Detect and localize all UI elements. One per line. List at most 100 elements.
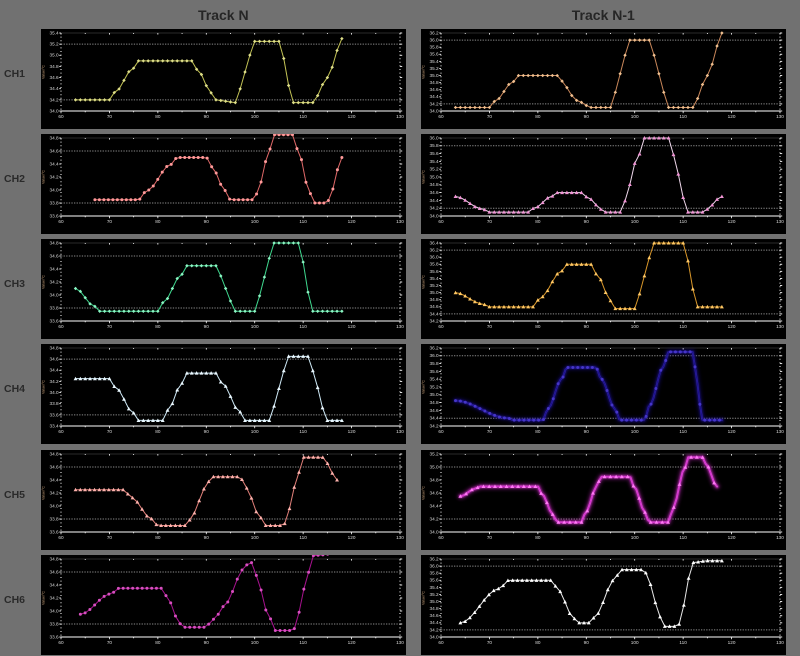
svg-text:34.2: 34.2	[429, 101, 439, 106]
svg-text:90: 90	[203, 114, 209, 119]
svg-text:36.0: 36.0	[429, 135, 439, 140]
svg-text:80: 80	[155, 640, 161, 645]
svg-text:36.0: 36.0	[429, 37, 439, 42]
svg-text:34.0: 34.0	[49, 390, 59, 395]
svg-text:34.4: 34.4	[429, 311, 439, 316]
svg-text:80: 80	[155, 324, 161, 329]
svg-text:33.8: 33.8	[49, 305, 59, 310]
svg-text:90: 90	[203, 640, 209, 645]
svg-text:34.4: 34.4	[429, 620, 439, 625]
svg-text:33.6: 33.6	[49, 634, 59, 639]
svg-text:34.6: 34.6	[429, 613, 439, 618]
svg-text:90: 90	[583, 535, 589, 540]
svg-text:35.4: 35.4	[429, 377, 439, 382]
svg-text:35.6: 35.6	[429, 151, 439, 156]
svg-text:35.6: 35.6	[429, 269, 439, 274]
svg-text:34.8: 34.8	[429, 400, 439, 405]
svg-text:34.0: 34.0	[429, 634, 439, 639]
svg-text:34.6: 34.6	[49, 74, 59, 79]
svg-text:34.2: 34.2	[49, 595, 59, 600]
svg-text:70: 70	[107, 640, 113, 645]
svg-text:70: 70	[107, 219, 113, 224]
svg-text:34.6: 34.6	[429, 490, 439, 495]
svg-text:110: 110	[299, 535, 307, 540]
svg-text:100: 100	[251, 324, 259, 329]
svg-text:33.6: 33.6	[49, 318, 59, 323]
svg-text:34.4: 34.4	[429, 416, 439, 421]
svg-text:35.2: 35.2	[49, 41, 59, 46]
svg-text:34.4: 34.4	[49, 477, 59, 482]
svg-text:34.2: 34.2	[429, 424, 439, 429]
svg-text:35.4: 35.4	[429, 159, 439, 164]
svg-text:36.2: 36.2	[429, 248, 439, 253]
svg-text:Value/°C: Value/°C	[421, 485, 425, 499]
svg-text:34.4: 34.4	[49, 86, 59, 91]
svg-text:120: 120	[727, 219, 735, 224]
svg-text:35.4: 35.4	[429, 585, 439, 590]
svg-text:70: 70	[487, 114, 493, 119]
svg-text:34.0: 34.0	[49, 292, 59, 297]
svg-text:36.2: 36.2	[429, 30, 439, 35]
svg-text:34.8: 34.8	[429, 606, 439, 611]
svg-text:35.6: 35.6	[429, 578, 439, 583]
svg-text:35.8: 35.8	[429, 262, 439, 267]
svg-text:35.0: 35.0	[429, 174, 439, 179]
svg-text:34.2: 34.2	[49, 97, 59, 102]
svg-text:70: 70	[487, 640, 493, 645]
svg-text:36.4: 36.4	[429, 240, 439, 245]
svg-text:100: 100	[251, 219, 259, 224]
svg-text:35.2: 35.2	[429, 592, 439, 597]
svg-text:35.0: 35.0	[429, 393, 439, 398]
svg-text:70: 70	[487, 430, 493, 435]
svg-text:110: 110	[679, 640, 687, 645]
svg-text:110: 110	[299, 640, 307, 645]
svg-text:34.6: 34.6	[49, 569, 59, 574]
svg-text:35.8: 35.8	[429, 361, 439, 366]
svg-text:34.4: 34.4	[49, 161, 59, 166]
svg-text:35.8: 35.8	[429, 143, 439, 148]
svg-text:120: 120	[727, 640, 735, 645]
svg-text:34.0: 34.0	[49, 503, 59, 508]
svg-text:36.0: 36.0	[429, 354, 439, 359]
svg-text:80: 80	[535, 535, 541, 540]
svg-text:33.6: 33.6	[49, 529, 59, 534]
svg-text:33.4: 33.4	[49, 424, 59, 429]
svg-text:130: 130	[776, 535, 784, 540]
svg-text:80: 80	[155, 430, 161, 435]
svg-text:130: 130	[776, 324, 784, 329]
svg-text:35.8: 35.8	[429, 44, 439, 49]
svg-text:34.0: 34.0	[49, 108, 59, 113]
svg-text:34.2: 34.2	[429, 627, 439, 632]
svg-text:90: 90	[583, 324, 589, 329]
svg-text:35.0: 35.0	[429, 290, 439, 295]
svg-text:120: 120	[347, 114, 355, 119]
svg-text:80: 80	[535, 640, 541, 645]
svg-text:120: 120	[347, 430, 355, 435]
svg-text:120: 120	[347, 640, 355, 645]
svg-text:90: 90	[583, 114, 589, 119]
svg-text:36.0: 36.0	[429, 563, 439, 568]
svg-text:Value/°C: Value/°C	[41, 169, 45, 183]
svg-text:120: 120	[347, 535, 355, 540]
svg-text:34.8: 34.8	[429, 182, 439, 187]
svg-text:130: 130	[776, 430, 784, 435]
svg-text:34.4: 34.4	[49, 582, 59, 587]
svg-text:120: 120	[347, 324, 355, 329]
svg-text:35.6: 35.6	[429, 369, 439, 374]
svg-text:80: 80	[155, 535, 161, 540]
svg-text:100: 100	[631, 535, 639, 540]
svg-text:120: 120	[727, 535, 735, 540]
svg-text:34.6: 34.6	[429, 304, 439, 309]
svg-text:110: 110	[679, 535, 687, 540]
svg-text:35.0: 35.0	[49, 52, 59, 57]
svg-text:35.8: 35.8	[429, 571, 439, 576]
svg-text:80: 80	[535, 324, 541, 329]
svg-text:90: 90	[203, 219, 209, 224]
svg-text:34.0: 34.0	[429, 529, 439, 534]
svg-text:34.4: 34.4	[49, 368, 59, 373]
svg-text:110: 110	[299, 114, 307, 119]
svg-text:33.6: 33.6	[49, 213, 59, 218]
svg-text:36.0: 36.0	[429, 255, 439, 260]
svg-text:70: 70	[487, 535, 493, 540]
svg-text:90: 90	[203, 324, 209, 329]
